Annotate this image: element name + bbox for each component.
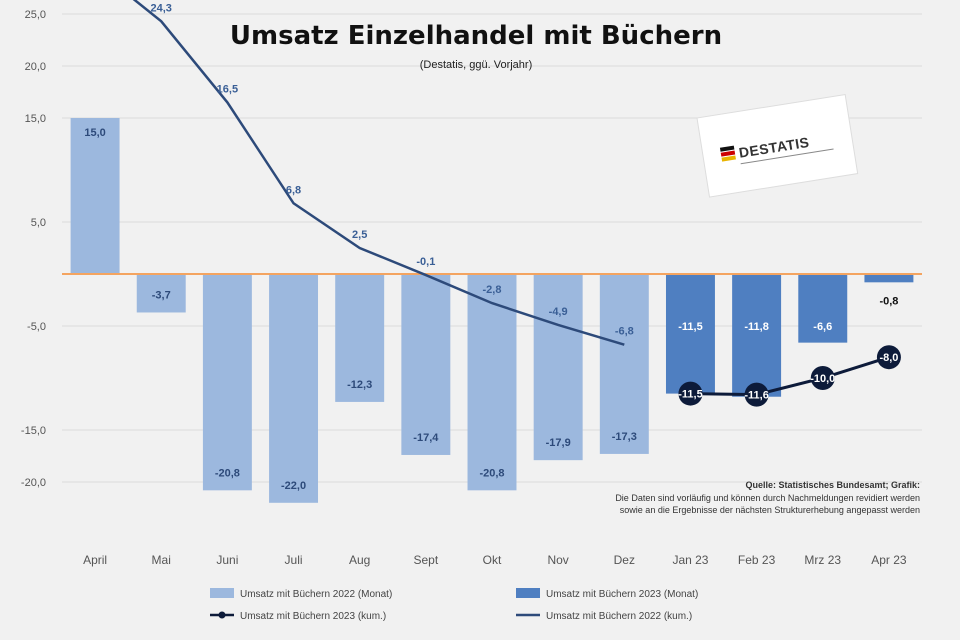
- line-data-label: -2,8: [483, 284, 502, 296]
- x-tick-label: Nov: [547, 553, 568, 567]
- logo-card: [696, 93, 859, 198]
- line-data-label: -8,0: [879, 352, 898, 364]
- x-tick-label: Okt: [483, 553, 502, 567]
- bar: [70, 118, 120, 274]
- bar: [798, 274, 848, 343]
- bar: [864, 274, 914, 283]
- legend-swatch: [516, 588, 540, 598]
- y-axis: 25,0 20,0 15,0 5,0 -5,0 -15,0 -20,0: [21, 9, 46, 489]
- x-tick-label: Sept: [414, 553, 439, 567]
- bar: [732, 274, 782, 397]
- series-line: [690, 355, 890, 397]
- bar-data-label: -3,7: [152, 289, 171, 301]
- line-data-label: 2,5: [352, 229, 367, 241]
- bar-data-label: -17,9: [546, 437, 571, 449]
- y-tick-label: 5,0: [31, 217, 46, 229]
- line-data-label: 16,5: [217, 83, 238, 95]
- bar-data-label: -20,8: [479, 467, 504, 479]
- legend-swatch: [210, 588, 234, 598]
- y-tick-label: 25,0: [25, 9, 46, 21]
- line-data-label: -10,0: [810, 373, 835, 385]
- note-line-2: sowie an die Ergebnisse der nächsten Str…: [620, 505, 920, 515]
- line-marker: [810, 366, 835, 390]
- line-data-label: -11,6: [744, 390, 768, 402]
- legend-label: Umsatz mit Büchern 2023 (kum.): [240, 611, 386, 622]
- series-line: [132, 0, 625, 346]
- x-tick-label: Jan 23: [672, 553, 708, 567]
- legend-label: Umsatz mit Büchern 2022 (kum.): [546, 611, 692, 622]
- x-tick-label: Aug: [349, 553, 370, 567]
- x-tick-label: Mai: [152, 553, 171, 567]
- line-data-label: -0,1: [416, 256, 435, 268]
- line-marker: [876, 345, 901, 370]
- bar: [665, 274, 715, 394]
- line-marker: [678, 381, 703, 406]
- x-tick-label: Dez: [614, 553, 635, 567]
- line-data-label: 24,3: [151, 2, 172, 14]
- bar-data-label: -17,3: [612, 431, 637, 443]
- x-tick-label: Juli: [285, 553, 303, 567]
- bar: [599, 274, 649, 454]
- source-text: Quelle: Statistisches Bundesamt; Grafik:: [745, 480, 920, 490]
- bar-data-label: -12,3: [347, 379, 372, 391]
- bar: [202, 274, 252, 491]
- legend-label: Umsatz mit Büchern 2023 (Monat): [546, 589, 698, 600]
- y-tick-label: 20,0: [25, 61, 46, 73]
- bars: 15,0 -3,7 -20,8 -22,0 -12,3 -17,4 -20,8 -17,9 -1…: [70, 118, 914, 503]
- y-tick-label: -5,0: [27, 321, 46, 333]
- bar-data-label: -22,0: [281, 480, 306, 492]
- line-data-label: -4,9: [549, 306, 568, 318]
- line-data-label: 6,8: [286, 184, 301, 196]
- bar: [467, 274, 517, 491]
- logo-stripe-black: [719, 145, 735, 152]
- x-tick-label: Juni: [216, 553, 238, 567]
- x-axis: April Mai Juni Juli Aug Sept Okt Nov Dez Jan 23 Fe…: [83, 553, 907, 567]
- bar-data-label: -0,8: [879, 295, 898, 307]
- line-data-label: -6,8: [615, 326, 634, 338]
- bar-data-label: 15,0: [84, 127, 105, 139]
- bar-data-label: -11,8: [744, 321, 768, 333]
- legend-label: Umsatz mit Büchern 2022 (Monat): [240, 589, 392, 600]
- y-tick-label: -15,0: [21, 425, 46, 437]
- bar: [136, 274, 186, 313]
- bar-data-label: -6,6: [813, 321, 832, 333]
- x-tick-label: Feb 23: [738, 553, 776, 567]
- y-tick-label: 15,0: [25, 113, 46, 125]
- line-data-label: -11,5: [678, 389, 702, 401]
- series-lines: -11,5-11,6-10,0-8,029,424,316,56,82,5-0,…: [132, 0, 901, 407]
- y-tick-label: -20,0: [21, 477, 46, 489]
- note-line-1: Die Daten sind vorläufig und können durc…: [615, 493, 920, 503]
- bar-data-label: -20,8: [215, 467, 240, 479]
- bar: [533, 274, 583, 461]
- bar: [269, 274, 319, 503]
- logo-stripe-red: [720, 150, 736, 157]
- logo-stripe-gold: [721, 155, 736, 162]
- bar-data-label: -17,4: [413, 432, 439, 444]
- x-tick-label: Apr 23: [871, 553, 907, 567]
- destatis-logo: DESTATIS: [696, 93, 859, 198]
- line-marker: [744, 382, 769, 407]
- chart-subtitle: (Destatis, ggü. Vorjahr): [420, 59, 533, 71]
- bar: [401, 274, 451, 455]
- x-tick-label: April: [83, 553, 107, 567]
- chart-title: Umsatz Einzelhandel mit Büchern: [230, 21, 722, 51]
- legend: Umsatz mit Büchern 2022 (Monat) Umsatz mi…: [210, 588, 698, 622]
- x-tick-label: Mrz 23: [804, 553, 841, 567]
- legend-marker: [218, 611, 226, 619]
- bar-data-label: -11,5: [678, 321, 702, 333]
- logo-underline: [740, 148, 834, 165]
- bar: [335, 274, 385, 402]
